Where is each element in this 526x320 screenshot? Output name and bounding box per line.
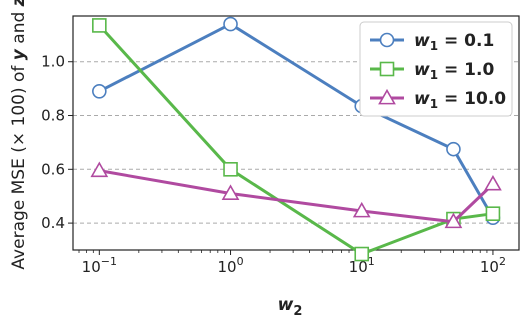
series-line [99, 169, 494, 224]
data-point [484, 174, 502, 191]
x-tick-label: 100 [217, 255, 243, 276]
x-tick-label: 10−1 [82, 255, 117, 276]
data-point [90, 161, 109, 178]
data-point [92, 84, 107, 99]
x-axis: 10−1 100 101 102 [78, 250, 506, 276]
data-point [444, 212, 463, 229]
data-point [446, 141, 461, 157]
data-point [221, 184, 240, 200]
legend-label: w1 = 0.1 [414, 31, 494, 53]
y-tick-label: 1.0 [41, 53, 65, 71]
y-axis-label-and: and [9, 6, 29, 49]
y-tick-label: 0.8 [41, 107, 65, 125]
x-tick-label: 102 [480, 255, 506, 276]
plot-frame [72, 15, 520, 251]
y-axis: 0.4 0.6 0.8 1.0 [41, 53, 73, 232]
y-tick-label: 0.6 [41, 160, 65, 178]
series-square [92, 18, 501, 262]
series-triangle [90, 161, 502, 229]
x-tick-label: 101 [349, 255, 375, 276]
data-point [223, 162, 238, 177]
y-axis-label: Average MSE (× 100) of y and z [9, 0, 29, 270]
x-axis-label-base: w [278, 295, 294, 315]
legend: w1 = 0.1 w1 = 1.0 w1 = 10.0 [359, 21, 513, 117]
data-point [223, 16, 238, 32]
legend-item: w1 = 10.0 [370, 88, 506, 111]
y-axis-label-main: Average MSE (× 100) of [9, 60, 29, 269]
data-point [352, 201, 371, 218]
y-axis-label-y: y [9, 48, 29, 60]
x-axis-label: w2 [278, 295, 303, 319]
x-axis-label-sub: 2 [293, 304, 302, 319]
legend-item: w1 = 0.1 [370, 31, 494, 53]
y-axis-label-z: z [9, 0, 29, 7]
data-point [354, 246, 370, 262]
legend-item: w1 = 1.0 [370, 60, 494, 82]
legend-marker [379, 61, 395, 77]
legend-marker [378, 88, 396, 105]
data-point [92, 18, 107, 33]
legend-box [359, 21, 513, 117]
data-point [485, 206, 501, 221]
legend-marker [379, 32, 395, 48]
y-tick-label: 0.4 [41, 214, 65, 232]
legend-label: w1 = 1.0 [414, 60, 494, 82]
legend-label: w1 = 10.0 [414, 89, 506, 111]
